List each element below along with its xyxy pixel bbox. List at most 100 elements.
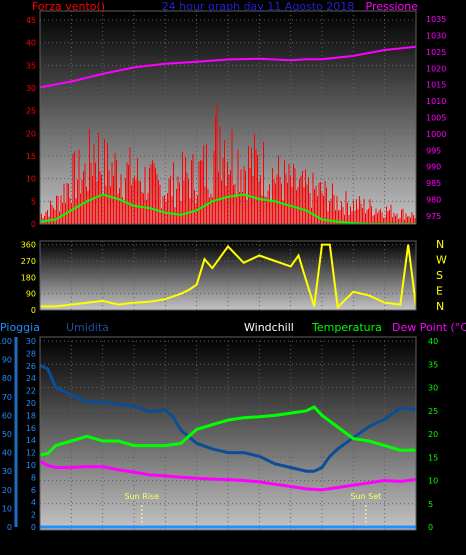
y-tick-label: 45 — [26, 16, 36, 25]
panel1-frame — [39, 10, 417, 225]
humidity-tick-label: 30 — [26, 337, 36, 346]
panel3-x-axis: 02 04 06 08 10 12 14 16 18 20 22 00 — [66, 538, 422, 548]
x-tick-label: 02 — [66, 538, 77, 548]
x-tick-label: 04 — [97, 313, 109, 323]
x-tick-label: 02 — [66, 313, 77, 323]
humidity-tick-label: 16 — [26, 424, 36, 433]
humidity-tick-label: 22 — [26, 387, 36, 396]
y-tick-label: 270 — [21, 257, 36, 266]
panel1-left-axis: 0 5 10 15 20 25 30 35 40 45 — [26, 16, 36, 229]
humidity-tick-label: 14 — [26, 436, 36, 445]
x-tick-label: 20 — [348, 313, 360, 323]
temperature-label: Temperatura — [311, 321, 382, 334]
rain-tick-label: 80 — [2, 374, 12, 383]
y-tick-label: 40 — [26, 39, 36, 48]
x-tick-label: 12 — [222, 538, 233, 548]
humidity-tick-label: 4 — [31, 498, 36, 507]
x-tick-label: 06 — [128, 313, 140, 323]
y-tick-label: 25 — [26, 107, 36, 116]
compass-label: W — [436, 254, 447, 267]
dewpoint-series — [40, 459, 416, 492]
temperature-axis: 0 5 10 15 20 25 30 35 40 — [428, 337, 438, 532]
y-right-tick-label: 985 — [426, 179, 441, 188]
x-tick-label: 14 — [254, 538, 266, 548]
humidity-tick-label: 20 — [26, 399, 36, 408]
rain-tick-label: 40 — [2, 449, 12, 458]
y-right-tick-label: 980 — [426, 195, 441, 204]
rain-tick-label: 70 — [2, 393, 12, 402]
x-tick-label: 20 — [348, 231, 360, 241]
x-tick-label: 00 — [410, 313, 422, 323]
rain-tick-label: 10 — [2, 504, 12, 513]
rain-tick-label: 30 — [2, 467, 12, 476]
x-tick-label: 00 — [410, 538, 422, 548]
y-right-tick-label: 1030 — [426, 32, 446, 41]
rain-axis: 0 10 20 30 40 50 60 70 80 90 100 — [0, 337, 12, 532]
humidity-tick-label: 2 — [31, 511, 36, 520]
y-tick-label: 5 — [31, 197, 36, 206]
y-tick-label: 180 — [21, 273, 36, 282]
x-tick-label: 08 — [160, 538, 172, 548]
temperature-tick-label: 25 — [428, 407, 438, 416]
humidity-tick-label: 0 — [31, 523, 36, 532]
x-tick-label: 04 — [97, 538, 109, 548]
x-tick-label: 18 — [316, 313, 328, 323]
x-tick-label: 22 — [379, 231, 390, 241]
compass-label: E — [436, 285, 443, 298]
dewpoint-label: Dew Point (°C) — [392, 321, 466, 334]
x-tick-label: 06 — [128, 538, 140, 548]
panel2-left-axis: 0 90 180 270 360 — [21, 241, 36, 315]
temperature-tick-label: 15 — [428, 453, 438, 462]
x-tick-label: 16 — [285, 231, 297, 241]
x-tick-label: 02 — [66, 231, 77, 241]
y-tick-label: 35 — [26, 61, 36, 70]
x-tick-label: 14 — [254, 231, 266, 241]
sun-marker-label: Sun Rise — [125, 492, 160, 501]
humidity-tick-label: 24 — [26, 374, 36, 383]
x-tick-label: 22 — [379, 313, 390, 323]
y-tick-label: 0 — [31, 220, 36, 229]
chart-title: 24 hour graph day 11 Agosto 2018 — [162, 0, 355, 13]
y-right-tick-label: 1025 — [426, 48, 446, 57]
x-tick-label: 20 — [348, 538, 360, 548]
y-right-tick-label: 1035 — [426, 15, 446, 24]
y-tick-label: 360 — [21, 241, 36, 250]
temperature-tick-label: 20 — [428, 430, 438, 439]
x-tick-label: 22 — [379, 538, 390, 548]
wind-direction-series — [40, 243, 416, 310]
humidity-tick-label: 6 — [31, 486, 36, 495]
x-tick-label: 00 — [410, 231, 422, 241]
panel2-background — [40, 241, 416, 310]
y-right-tick-label: 1000 — [426, 130, 446, 139]
panel3-frame — [39, 336, 417, 531]
humidity-tick-label: 8 — [31, 473, 36, 482]
x-tick-label: 16 — [285, 538, 297, 548]
y-right-tick-label: 995 — [426, 146, 441, 155]
x-tick-label: 06 — [128, 231, 140, 241]
compass-label: N — [436, 300, 444, 313]
y-right-tick-label: 1010 — [426, 97, 446, 106]
temperature-tick-label: 0 — [428, 523, 433, 532]
rain-tick-label: 90 — [2, 356, 12, 365]
temperature-tick-label: 40 — [428, 337, 438, 346]
temperature-tick-label: 5 — [428, 500, 433, 509]
compass-label: S — [436, 269, 443, 282]
y-tick-label: 0 — [31, 306, 36, 315]
y-right-tick-label: 1005 — [426, 114, 446, 123]
panel2-x-axis: 02 04 06 08 10 12 14 16 18 20 22 00 — [66, 313, 422, 323]
x-tick-label: 12 — [222, 313, 233, 323]
x-tick-label: 10 — [191, 538, 203, 548]
y-tick-label: 90 — [26, 290, 36, 299]
x-tick-label: 10 — [191, 231, 203, 241]
temperature-series — [40, 405, 416, 457]
y-tick-label: 20 — [26, 129, 36, 138]
rain-tick-label: 100 — [0, 337, 12, 346]
windchill-label: Windchill — [244, 321, 294, 334]
x-tick-label: 14 — [254, 313, 266, 323]
y-tick-label: 30 — [26, 84, 36, 93]
temperature-tick-label: 35 — [428, 360, 438, 369]
humidity-tick-label: 28 — [26, 349, 36, 358]
